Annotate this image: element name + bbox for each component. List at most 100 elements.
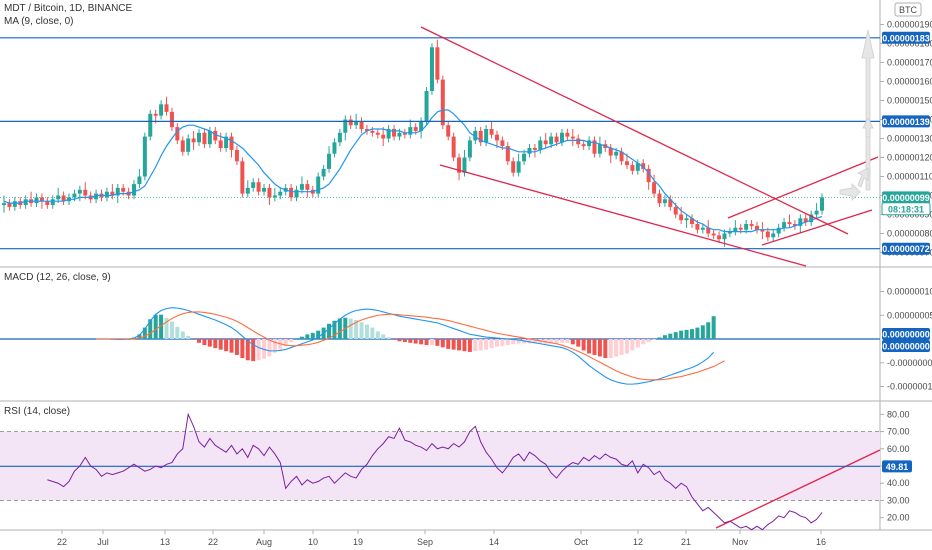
price-tag — [881, 202, 931, 216]
macd-histogram-bar — [218, 339, 223, 350]
axes: 0.000001900.000001800.000001700.00000160… — [57, 20, 932, 548]
candle-body — [543, 140, 548, 145]
rsi-tick-label: 20.00 — [887, 513, 910, 523]
rsi-tick-label: 60.00 — [887, 444, 910, 454]
macd-histogram-bar — [619, 339, 624, 355]
candle-body — [332, 142, 337, 154]
macd-histogram-bar — [587, 339, 592, 354]
candle-body — [202, 132, 207, 145]
candle-body — [587, 140, 592, 147]
macd-histogram-bar — [603, 339, 608, 358]
arrow-up-right-icon[interactable] — [857, 167, 869, 188]
candle-body — [207, 130, 212, 145]
trendline-upper-wedge[interactable] — [420, 26, 849, 235]
currency-badge-label: BTC — [899, 5, 918, 15]
macd-histogram-bar — [467, 339, 472, 352]
candle-body — [711, 233, 716, 236]
candle-body — [624, 161, 629, 166]
candle-body — [2, 203, 6, 205]
macd-histogram-bar — [700, 325, 705, 339]
price-tag — [882, 191, 930, 204]
trendline-rsi-support[interactable] — [715, 449, 881, 529]
candle-body — [657, 193, 662, 204]
macd-histogram-bar — [153, 314, 158, 339]
macd-histogram-bar — [462, 339, 467, 352]
macd-histogram-bar — [652, 339, 657, 340]
candle-body — [392, 129, 397, 137]
candle-body — [516, 161, 521, 173]
time-tick-label: Aug — [256, 537, 272, 547]
candle-body — [435, 47, 440, 80]
candle-body — [354, 121, 359, 126]
macd-histogram-bar — [197, 339, 202, 343]
candle-body — [159, 104, 164, 116]
candle-body — [229, 136, 234, 150]
candle-body — [440, 79, 445, 126]
candle-body — [23, 199, 28, 205]
macd-histogram-bar — [684, 329, 689, 339]
candle-body — [527, 148, 532, 154]
candle-body — [717, 235, 722, 240]
arrow-up-small-icon[interactable] — [862, 117, 874, 138]
candle-body — [662, 199, 667, 204]
trendline-lower-wedge[interactable] — [439, 164, 807, 267]
macd-histogram-bar — [494, 339, 499, 347]
candle-body — [695, 224, 700, 230]
macd-histogram-bar — [565, 339, 570, 343]
candle-body — [419, 121, 424, 131]
candle-body — [706, 227, 711, 234]
trend-drawings[interactable] — [420, 26, 881, 529]
rsi-tick-label: 70.00 — [887, 427, 910, 437]
candle-body — [413, 127, 418, 131]
macd-histogram-bar — [359, 322, 364, 339]
candle-body — [733, 227, 738, 232]
candle-body — [787, 222, 792, 224]
time-tick-label: 10 — [308, 537, 318, 547]
macd-histogram-bar — [386, 337, 391, 339]
candle-body — [148, 113, 153, 137]
candle-body — [484, 129, 489, 143]
macd-histogram-bar — [370, 327, 375, 339]
price-tick-label: 0.00000110 — [887, 172, 932, 182]
candle-body — [505, 146, 510, 162]
currency-badge[interactable] — [894, 2, 922, 17]
candle-body — [191, 138, 196, 143]
trendline-channel-top[interactable] — [727, 156, 879, 219]
candle-body — [299, 184, 304, 190]
macd-histogram-bar — [137, 334, 142, 339]
candle-body — [722, 233, 727, 240]
macd-histogram-bar — [397, 339, 402, 342]
macd-histogram-bar — [489, 339, 494, 349]
macd-histogram-bar — [624, 339, 629, 354]
candle-body — [608, 148, 613, 156]
candle-body — [218, 140, 223, 148]
candle-body — [50, 199, 55, 205]
macd-histogram-bar — [392, 339, 397, 340]
candle-body — [61, 195, 66, 202]
macd-histogram-bar — [451, 339, 456, 350]
trendline-channel-bottom[interactable] — [761, 209, 873, 246]
macd-histogram-bar — [554, 339, 559, 344]
macd-histogram-bar — [641, 339, 646, 345]
macd-histogram-bar — [473, 339, 478, 352]
candle-body — [180, 140, 185, 152]
candle-body — [749, 224, 754, 226]
projection-arrows[interactable] — [839, 29, 875, 201]
time-tick-label: 12 — [633, 537, 643, 547]
candle-body — [370, 130, 375, 133]
macd-histogram-bar — [516, 339, 521, 344]
candle-body — [94, 193, 99, 200]
macd-histogram-bar — [283, 339, 288, 346]
time-tick-label: 13 — [160, 537, 170, 547]
ma-title: MA (9, close, 0) — [4, 16, 73, 27]
candle-body — [641, 163, 646, 169]
candle-body — [234, 149, 239, 162]
symbol-title: MDT / Bitcoin, 1D, BINANCE — [4, 3, 133, 14]
candle-body — [820, 197, 824, 211]
candle-body — [402, 132, 407, 135]
arrow-right-icon[interactable] — [839, 183, 861, 201]
macd-line — [96, 307, 715, 385]
macd-histogram-bar — [354, 320, 359, 339]
macd-histogram-bar — [505, 339, 510, 346]
arrow-up-large-icon[interactable] — [861, 29, 875, 191]
